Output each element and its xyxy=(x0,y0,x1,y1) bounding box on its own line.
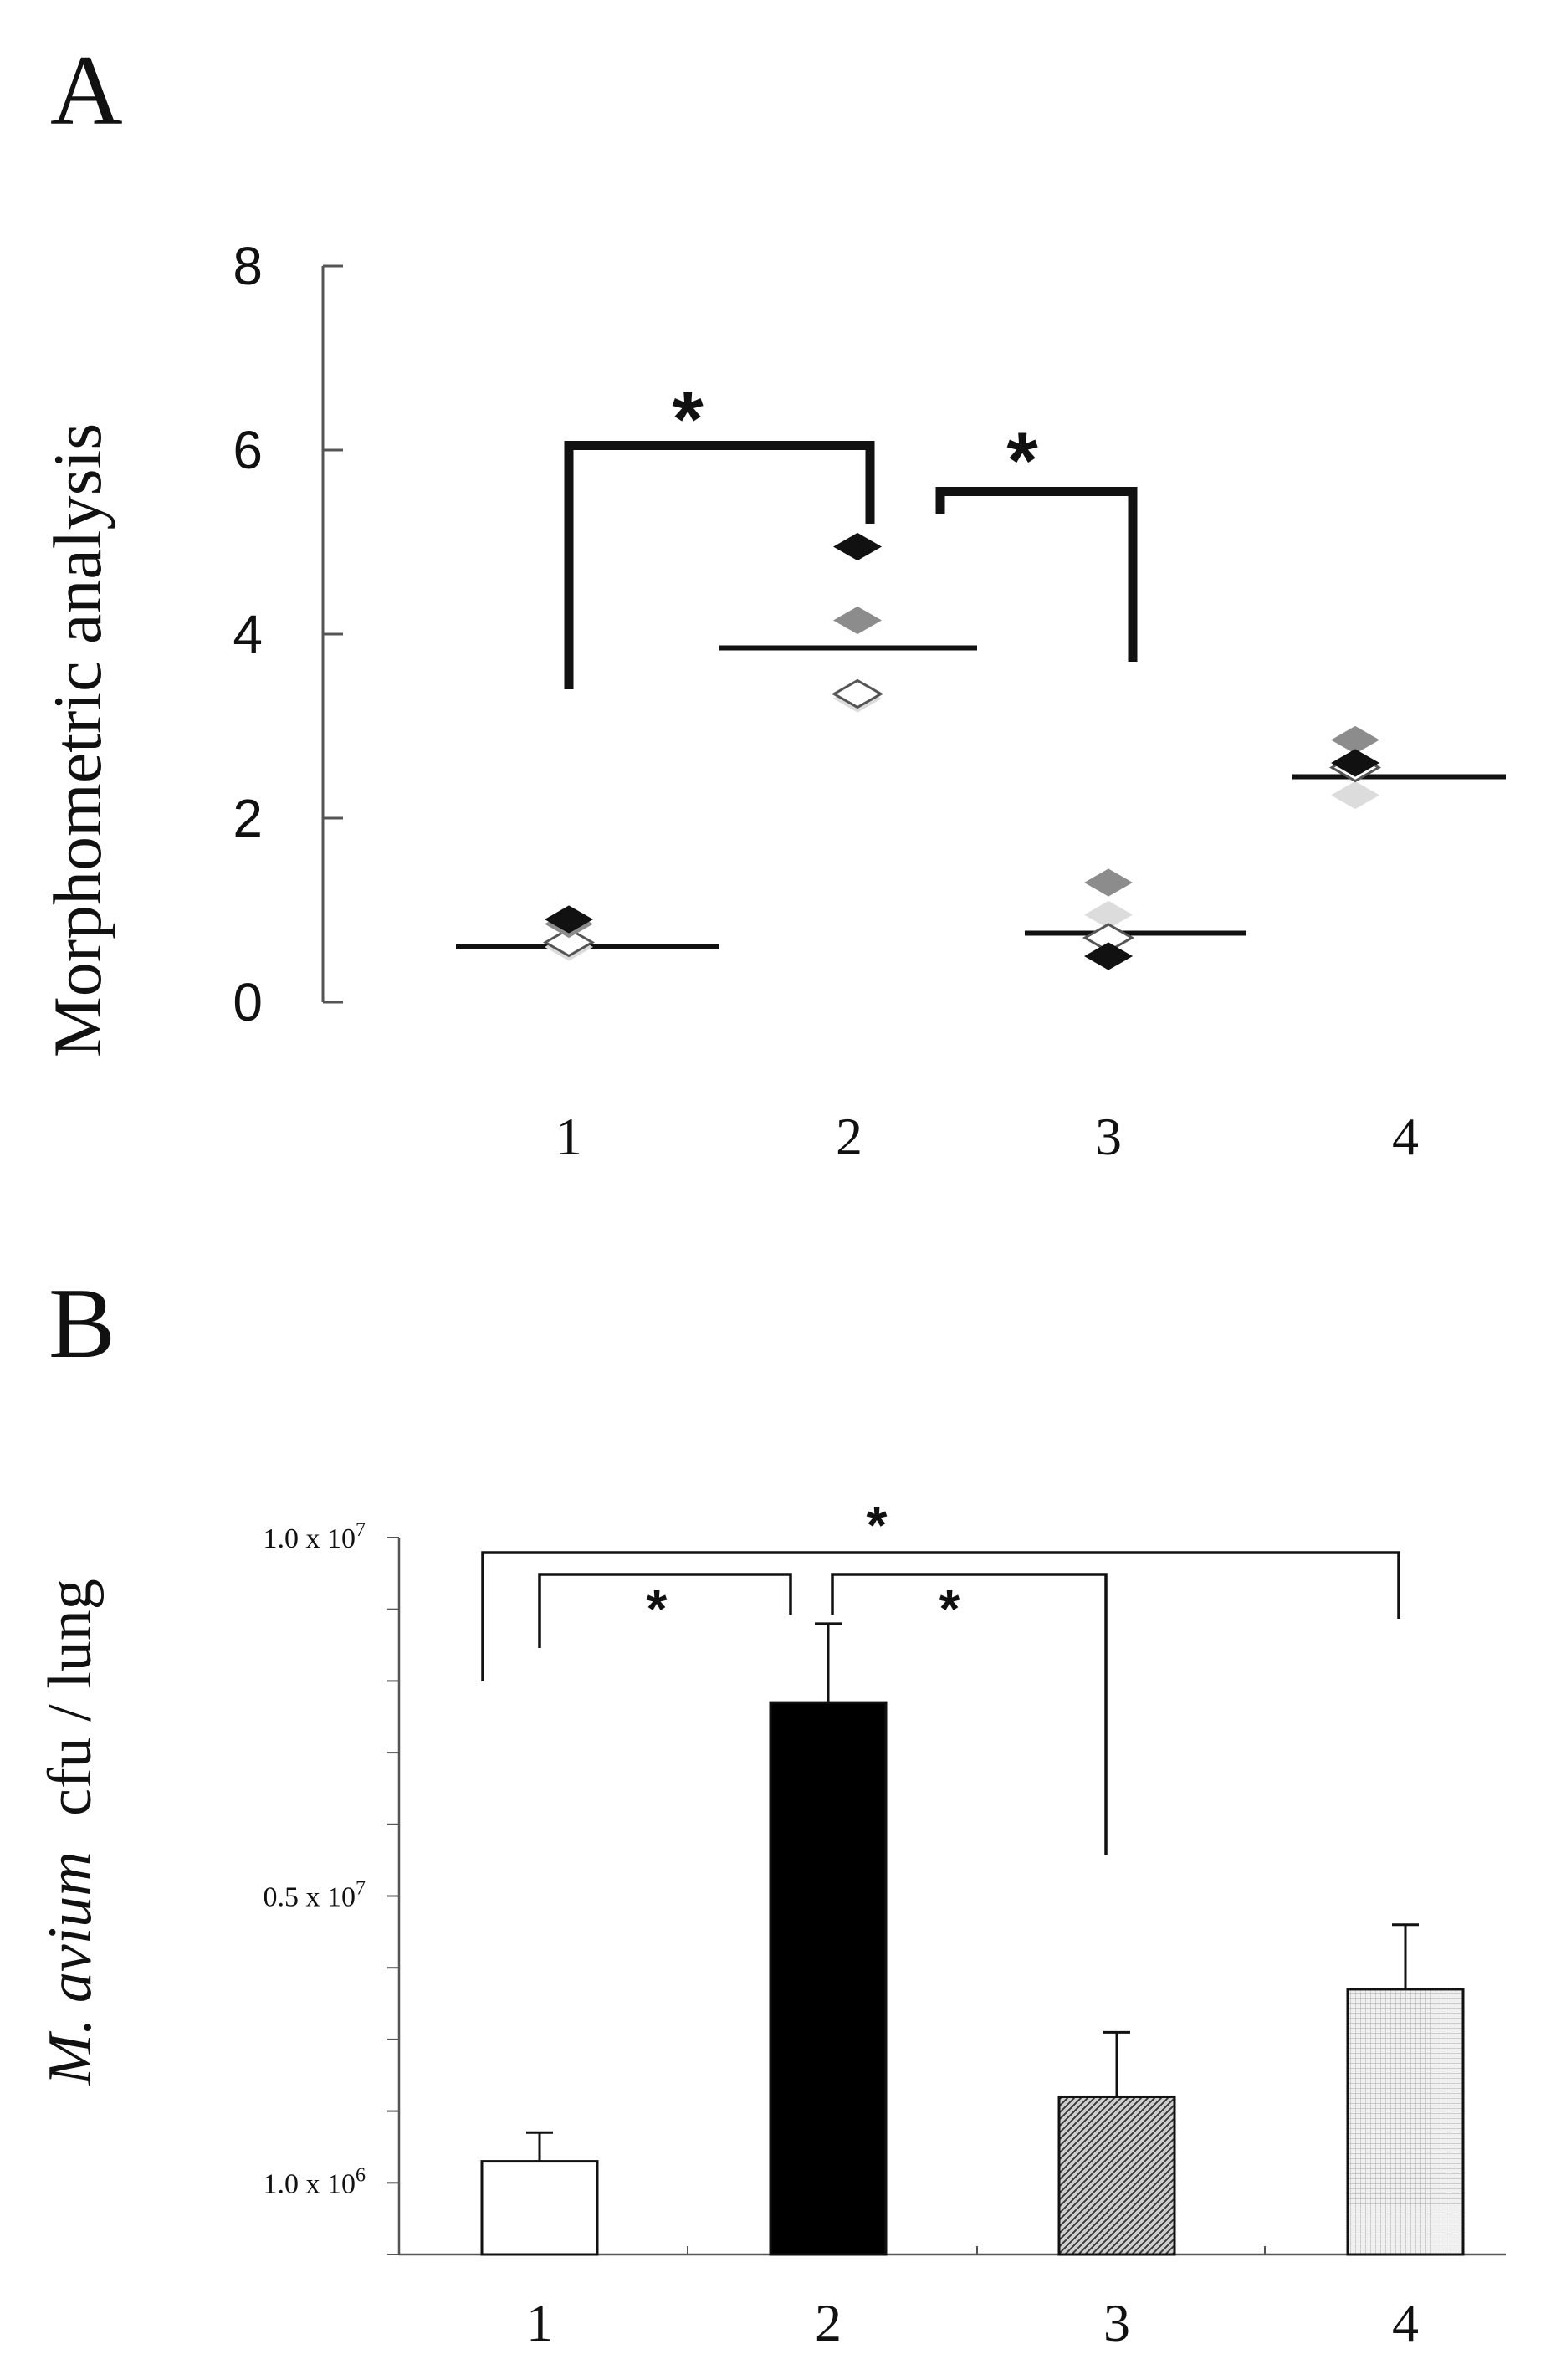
panel-a-x-tick-label: 1 xyxy=(555,1107,582,1166)
panel-a-y-axis: 0 2 4 6 8 xyxy=(233,236,343,1032)
panel-a-point xyxy=(1330,749,1380,777)
panel-b-bracket-1-2 xyxy=(538,1573,792,1648)
panel-a-x-tick-label: 4 xyxy=(1392,1107,1419,1166)
panel-a-bracket-1-2 xyxy=(564,441,875,689)
panel-b-y-tick-mantissa: 1.0 x 10 xyxy=(264,2168,356,2199)
panel-b-x-ticks: 1 2 3 4 xyxy=(526,2293,1419,2352)
panel-b-x-tick-label: 2 xyxy=(815,2293,842,2352)
panel-b-y-tick-label: 1.0 x 106 xyxy=(264,2164,366,2199)
panel-a-y-tick-label: 0 xyxy=(233,972,263,1032)
panel-a-letter: A xyxy=(50,34,123,146)
panel-a-x-tick-label: 3 xyxy=(1095,1107,1122,1166)
panel-b-y-tick-label: 1.0 x 107 xyxy=(264,1519,366,1554)
panel-a-bracket-2-3 xyxy=(935,487,1138,662)
panel-a-point xyxy=(1083,900,1134,929)
panel-a-point xyxy=(831,678,884,709)
panel-b-y-tick-mantissa: 0.5 x 10 xyxy=(264,1882,356,1913)
panel-a-significance: * * xyxy=(564,375,1138,689)
panel-b-letter: B xyxy=(49,1267,115,1379)
panel-b-bracket-2-3 xyxy=(831,1573,1108,1855)
panel-b-significance-star: * xyxy=(867,1495,888,1555)
panel-b-bar xyxy=(1346,1988,1465,2256)
panel-b-y-tick-exponent: 7 xyxy=(356,1878,366,1900)
panel-a-point xyxy=(1083,942,1134,970)
panel-b-y-tick-exponent: 6 xyxy=(356,2164,366,2186)
panel-b-bar xyxy=(769,1701,888,2256)
panel-a-point xyxy=(542,927,596,958)
panel-b-x-tick-label: 1 xyxy=(526,2293,553,2352)
panel-a-y-tick-label: 6 xyxy=(233,420,263,480)
panel-a-y-axis-label: Morphometric analysis xyxy=(39,423,115,1057)
panel-b-significance-star: * xyxy=(939,1579,960,1639)
panel-b-bars xyxy=(480,1701,1465,2256)
panel-b-y-axis-label-italic: M. avium xyxy=(36,1851,105,2086)
panel-b-error-bars xyxy=(526,1622,1419,2162)
panel-a-y-tick-label: 2 xyxy=(233,788,263,848)
panel-a-point xyxy=(1330,781,1380,810)
panel-b-y-tick-exponent: 7 xyxy=(356,1519,366,1541)
panel-a-x-tick-label: 2 xyxy=(836,1107,862,1166)
panel-a-y-tick-label: 4 xyxy=(233,604,263,664)
panel-b-y-tick-label: 0.5 x 107 xyxy=(264,1878,366,1913)
panel-a-point xyxy=(1082,923,1135,953)
panel-b-bracket-1-4 xyxy=(481,1551,1400,1681)
panel-a-significance-star: * xyxy=(672,375,704,464)
panel-a-significance-star: * xyxy=(1006,417,1038,506)
panel-b-bar xyxy=(1057,2095,1176,2256)
panel-b-significance: * * * xyxy=(481,1495,1400,1855)
panel-a-x-ticks: 1 2 3 4 xyxy=(555,1107,1419,1166)
panel-b-x-tick-label: 4 xyxy=(1392,2293,1419,2352)
panel-b-y-axis-label-rest: cfu / lung xyxy=(36,1579,105,1816)
panel-b-x-tick-label: 3 xyxy=(1103,2293,1130,2352)
panel-a-point xyxy=(832,606,883,635)
panel-b-y-axis-label: M. avium cfu / lung xyxy=(36,1579,105,2086)
panel-b-y-tick-mantissa: 1.0 x 10 xyxy=(264,1523,356,1554)
panel-a-point xyxy=(1083,868,1134,897)
panel-a-point xyxy=(544,905,594,934)
panel-a-point xyxy=(832,532,883,561)
panel-b-significance-star: * xyxy=(647,1579,668,1639)
panel-a-point xyxy=(1330,725,1380,755)
panel-b-bar xyxy=(480,2160,599,2256)
panel-a-points xyxy=(542,532,1382,970)
panel-a-y-tick-label: 8 xyxy=(233,236,263,296)
